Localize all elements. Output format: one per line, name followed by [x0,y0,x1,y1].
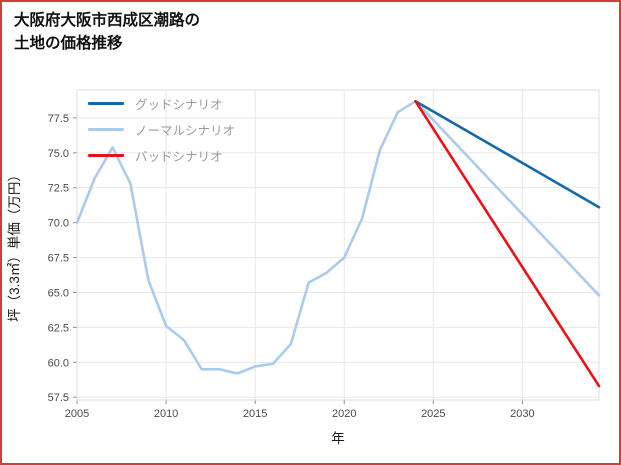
legend-label-good-scenario: グッドシナリオ [135,98,223,112]
plot-frame [76,89,600,401]
x-tick-label: 2005 [65,408,89,420]
y-axis-label: 坪（3.3㎡）単価（万円） [7,168,22,322]
legend-label-normal-scenario: ノーマルシナリオ [135,124,236,138]
x-tick-label: 2030 [510,408,534,420]
y-tick-label: 60.0 [48,357,69,369]
y-tick-label: 75.0 [48,148,69,160]
legend-label-bad-scenario: バッドシナリオ [135,150,223,164]
x-tick-label: 2015 [243,408,267,420]
x-tick-label: 2020 [332,408,356,420]
page-title: 大阪府大阪市西成区潮路の 土地の価格推移 [14,9,200,56]
y-tick-label: 77.5 [48,113,69,125]
series-line-good [414,99,601,209]
y-tick-label: 65.0 [48,287,69,299]
y-tick-label: 62.5 [48,322,69,334]
legend-item-bad-scenario: バッドシナリオ [88,147,235,164]
chart-legend: グッドシナリオ ノーマルシナリオ バッドシナリオ [88,95,235,164]
y-tick-label: 72.5 [48,183,69,195]
y-tick-label: 70.0 [48,218,69,230]
y-tick-label: 67.5 [48,253,69,265]
series-line-normal [75,99,601,375]
legend-item-good-scenario: グッドシナリオ [88,95,235,112]
x-axis-label: 年 [331,431,345,446]
bad-scenario-line-swatch [88,154,124,157]
normal-scenario-line-swatch [88,128,124,131]
series-line-bad [414,99,601,388]
good-scenario-line-swatch [88,102,124,105]
legend-item-normal-scenario: ノーマルシナリオ [88,121,235,138]
x-tick-label: 2025 [421,408,445,420]
page-title-line2: 土地の価格推移 [14,35,123,53]
x-tick-label: 2010 [154,408,178,420]
y-tick-label: 57.5 [48,392,69,404]
page-title-line1: 大阪府大阪市西成区潮路の [14,12,201,29]
